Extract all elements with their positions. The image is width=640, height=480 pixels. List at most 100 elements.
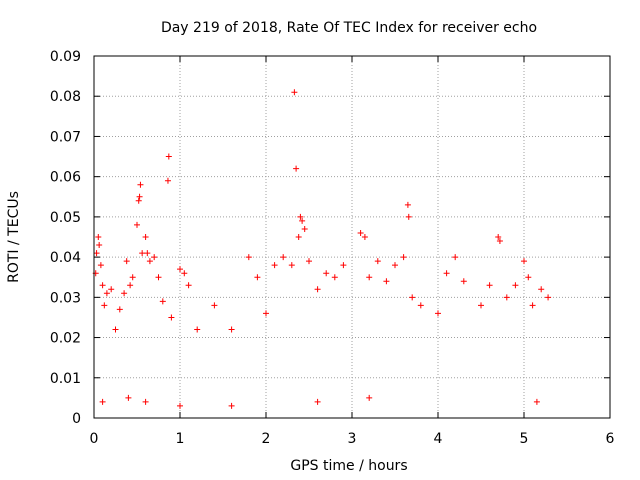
data-point — [295, 234, 302, 240]
data-point — [142, 398, 149, 405]
data-point — [331, 274, 338, 281]
data-point — [452, 254, 459, 261]
data-point — [159, 298, 166, 305]
data-point — [97, 262, 104, 269]
y-axis-label: ROTI / TECUs — [6, 191, 22, 283]
x-tick-label: 5 — [520, 431, 529, 447]
data-point — [443, 270, 450, 277]
data-point — [512, 282, 519, 289]
data-point — [99, 398, 106, 405]
data-point — [521, 258, 527, 265]
data-point — [177, 266, 183, 273]
data-point — [125, 394, 132, 401]
data-point — [357, 229, 364, 236]
data-point — [374, 258, 381, 265]
y-tick-label: 0 — [72, 411, 81, 427]
data-point — [417, 302, 424, 309]
data-point — [135, 197, 142, 204]
data-point — [538, 286, 545, 293]
data-point — [245, 254, 252, 261]
x-tick-label: 4 — [434, 431, 443, 447]
x-tick-label: 3 — [348, 431, 357, 447]
data-point — [314, 398, 321, 405]
data-point — [194, 326, 201, 333]
data-point — [142, 234, 149, 240]
y-tick-label: 0.01 — [50, 371, 81, 387]
data-point — [155, 274, 162, 281]
data-point — [103, 290, 110, 297]
data-point — [228, 402, 235, 409]
data-point — [361, 234, 368, 240]
data-point — [129, 274, 136, 281]
x-tick-label: 0 — [90, 431, 99, 447]
x-axis-label: GPS time / hours — [290, 458, 407, 474]
data-point — [297, 213, 304, 220]
y-tick-label: 0.05 — [50, 210, 81, 226]
data-point — [164, 177, 171, 184]
data-point — [288, 262, 295, 269]
data-point — [254, 274, 261, 281]
y-tick-label: 0.08 — [50, 89, 81, 105]
data-point — [460, 278, 467, 285]
data-point — [405, 213, 412, 220]
data-point — [495, 234, 502, 240]
data-point — [323, 270, 330, 277]
x-tick-label: 1 — [176, 431, 185, 447]
data-point — [168, 314, 175, 321]
data-point — [127, 282, 134, 289]
data-point — [340, 262, 347, 269]
y-tick-label: 0.04 — [50, 250, 81, 266]
data-point — [146, 258, 153, 265]
data-point — [400, 254, 407, 261]
y-tick-label: 0.09 — [50, 49, 81, 65]
data-point — [95, 234, 102, 240]
data-point — [533, 398, 540, 405]
data-point — [185, 282, 192, 289]
data-point — [228, 326, 235, 333]
data-point — [383, 278, 390, 285]
data-point — [144, 250, 151, 257]
data-point — [545, 294, 552, 301]
data-point — [123, 258, 130, 265]
data-point — [271, 262, 278, 269]
data-point — [112, 326, 119, 333]
data-point — [366, 274, 373, 281]
data-points — [92, 89, 552, 409]
data-point — [165, 153, 172, 160]
data-point — [301, 225, 308, 232]
data-point — [116, 306, 123, 313]
gridlines — [94, 56, 610, 418]
data-point — [392, 262, 398, 269]
data-point — [96, 242, 103, 249]
data-point — [101, 302, 108, 309]
axes: 0 1 2 3 4 5 6 0 0.01 0.02 0.03 0.04 0.05 0.06 0.07 0.08… — [50, 49, 615, 447]
data-point — [181, 270, 188, 277]
y-tick-label: 0.02 — [50, 331, 81, 347]
data-point — [478, 302, 484, 309]
data-point — [177, 402, 183, 409]
data-point — [121, 290, 128, 297]
data-point — [280, 254, 287, 261]
data-point — [99, 282, 106, 289]
data-point — [314, 286, 321, 293]
x-tick-label: 6 — [606, 431, 615, 447]
data-point — [263, 310, 269, 317]
x-tick-label: 2 — [262, 431, 271, 447]
data-point — [108, 286, 115, 293]
data-point — [306, 258, 312, 265]
data-point — [366, 394, 373, 401]
data-point — [139, 250, 146, 257]
chart-title: Day 219 of 2018, Rate Of TEC Index for r… — [161, 20, 537, 36]
data-point — [136, 193, 143, 200]
data-point — [299, 217, 306, 224]
data-point — [529, 302, 536, 309]
y-tick-label: 0.07 — [50, 129, 81, 145]
data-point — [137, 181, 144, 188]
data-point — [151, 254, 158, 261]
data-point — [404, 201, 411, 208]
y-tick-label: 0.03 — [50, 290, 81, 306]
data-point — [496, 238, 503, 245]
data-point — [486, 282, 493, 289]
data-point — [93, 250, 100, 257]
data-point — [134, 221, 140, 228]
